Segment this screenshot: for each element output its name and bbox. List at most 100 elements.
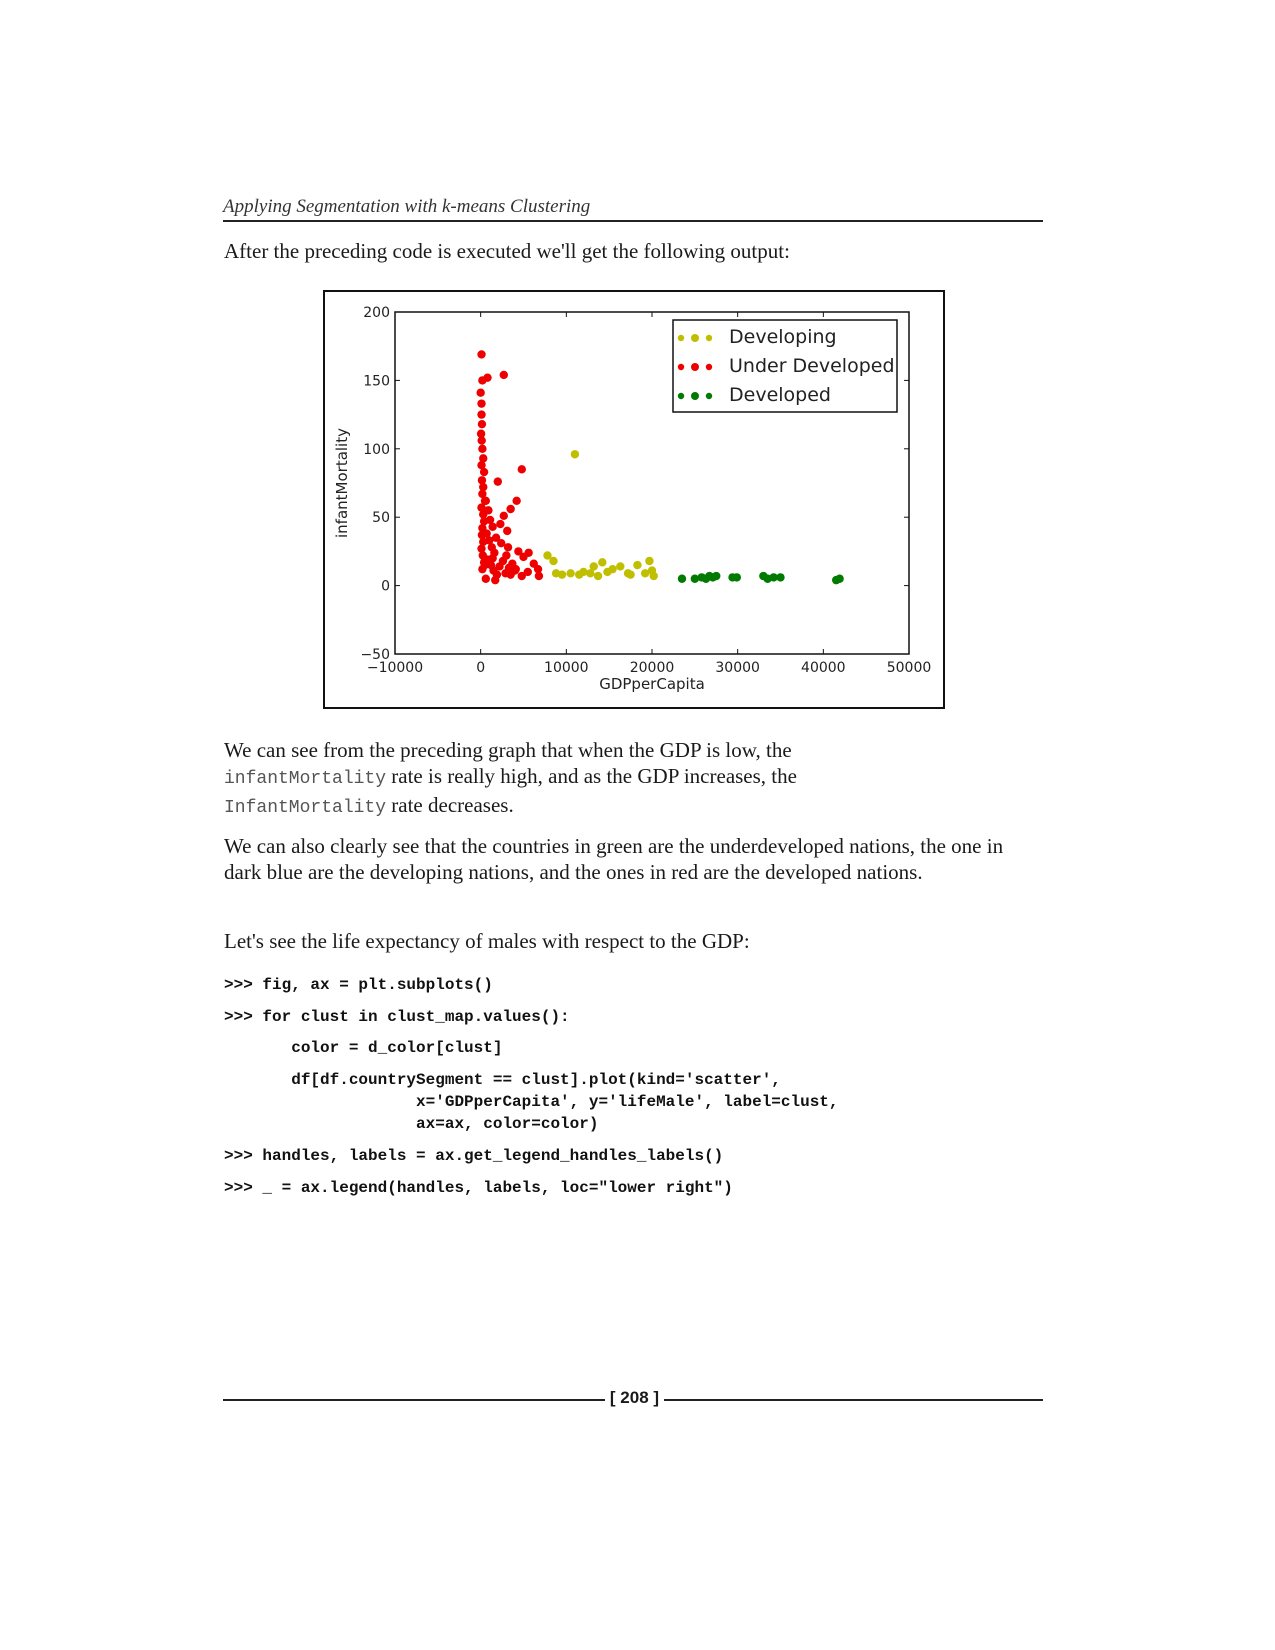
data-point-series-0	[633, 560, 642, 570]
data-point-series-1	[491, 575, 500, 585]
code-line-3: color = d_color[clust]	[224, 1039, 503, 1057]
data-point-series-1	[477, 419, 487, 429]
data-point-series-1	[502, 551, 511, 560]
x-tick-label: 20000	[630, 660, 675, 676]
legend-label-developing: Developing	[729, 326, 837, 348]
legend-marker-series-0	[691, 334, 699, 342]
paragraph-1-text-a: We can see from the preceding graph that…	[224, 738, 792, 762]
footer-rule-right	[664, 1399, 1043, 1401]
data-point-series-1	[477, 503, 486, 512]
x-tick-label: 50000	[887, 660, 932, 676]
x-tick-label: 30000	[715, 660, 760, 676]
data-point-series-0	[543, 551, 552, 560]
data-point-series-1	[479, 454, 488, 463]
legend-marker-series-2	[705, 392, 713, 400]
data-point-series-1	[506, 504, 515, 514]
data-point-series-1	[485, 536, 494, 545]
data-point-series-1	[511, 564, 520, 574]
data-point-series-0	[579, 567, 588, 577]
scatter-chart: −10000 0 10000 20000 30000 40000 50000 −50 0 50 1…	[333, 305, 931, 693]
code-line-7: >>> handles, labels = ax.get_legend_hand…	[224, 1147, 724, 1165]
legend-marker-series-2	[691, 392, 699, 400]
data-point-series-1	[478, 444, 487, 453]
data-point-series-2	[732, 573, 742, 582]
footer-rule-left	[223, 1399, 605, 1401]
running-title: Applying Segmentation with k-means Clust…	[223, 196, 591, 217]
data-point-series-1	[493, 477, 502, 486]
data-point-series-1	[503, 526, 512, 536]
y-tick-label: 50	[372, 510, 390, 526]
y-tick-label: 150	[363, 373, 390, 389]
code-line-4: df[df.countrySegment == clust].plot(kind…	[224, 1071, 781, 1089]
figure-frame: −10000 0 10000 20000 30000 40000 50000 −50 0 50 1…	[323, 290, 945, 709]
x-tick-label: 40000	[801, 660, 846, 676]
data-point-series-1	[497, 538, 506, 548]
data-point-series-1	[485, 515, 495, 525]
data-point-series-1	[503, 543, 513, 552]
data-point-series-1	[496, 519, 505, 529]
paragraph-1: We can see from the preceding graph that…	[224, 737, 1044, 821]
data-point-series-1	[499, 511, 508, 521]
inline-code-infant-mortality-capitalized: InfantMortality	[224, 798, 387, 818]
data-point-series-0	[589, 562, 598, 571]
page-number: [ 208 ]	[609, 1388, 660, 1407]
data-point-series-1	[488, 522, 497, 531]
data-point-series-0	[645, 556, 654, 566]
data-point-series-1	[512, 496, 521, 505]
data-point-series-1	[477, 350, 486, 359]
data-point-series-0	[649, 571, 658, 581]
data-point-series-2	[776, 573, 785, 582]
data-point-series-2	[677, 574, 687, 583]
y-tick-label: 0	[381, 579, 390, 595]
data-point-series-1	[477, 410, 486, 419]
code-line-2: >>> for clust in clust_map.values():	[224, 1008, 570, 1026]
data-point-series-1	[477, 461, 486, 470]
legend-marker-series-1	[677, 363, 685, 371]
data-point-series-1	[517, 465, 526, 474]
data-point-series-1	[523, 567, 532, 577]
x-tick-label: −10000	[367, 660, 423, 676]
data-point-series-1	[477, 399, 486, 408]
inline-code-infant-mortality: infantMortality	[224, 769, 387, 789]
data-point-series-1	[517, 571, 526, 581]
data-point-series-0	[586, 569, 595, 578]
data-point-series-0	[626, 570, 635, 579]
data-point-series-1	[483, 373, 492, 382]
x-tick-label: 0	[476, 660, 485, 676]
data-point-series-1	[481, 496, 491, 505]
y-tick-label: 100	[363, 442, 390, 458]
paragraph-3: Let's see the life expectancy of males w…	[224, 929, 750, 953]
data-point-series-1	[477, 476, 487, 485]
data-point-series-1	[506, 570, 515, 579]
legend-marker-series-1	[705, 363, 713, 371]
data-point-series-2	[769, 573, 778, 582]
legend-marker-series-0	[705, 334, 713, 342]
data-point-series-1	[499, 370, 508, 380]
y-tick-label: −50	[360, 647, 390, 663]
legend-marker-series-1	[691, 363, 699, 371]
paragraph-2: We can also clearly see that the countri…	[224, 834, 1004, 884]
data-point-series-0	[616, 562, 625, 571]
x-axis-label: GDPperCapita	[599, 675, 705, 693]
code-line-6: ax=ax, color=color)	[224, 1115, 599, 1133]
data-point-series-1	[476, 388, 485, 397]
data-point-series-2	[835, 574, 844, 583]
data-point-series-0	[608, 564, 617, 574]
data-point-series-0	[593, 571, 603, 581]
data-point-series-1	[477, 436, 486, 445]
data-points	[476, 350, 844, 585]
data-point-series-0	[549, 556, 558, 566]
data-point-series-0	[640, 569, 650, 578]
data-point-series-1	[533, 564, 543, 574]
data-point-series-1	[484, 506, 493, 515]
legend-marker-series-0	[677, 334, 685, 342]
data-point-series-1	[477, 544, 486, 553]
data-point-series-1	[514, 547, 523, 556]
data-point-series-1	[524, 548, 533, 557]
data-point-series-1	[476, 429, 486, 438]
data-point-series-1	[481, 574, 491, 583]
data-point-series-1	[491, 533, 501, 542]
legend-label-developed: Developed	[729, 384, 831, 406]
data-point-series-0	[570, 450, 580, 459]
x-axis-ticks: −10000 0 10000 20000 30000 40000 50000	[367, 312, 931, 676]
